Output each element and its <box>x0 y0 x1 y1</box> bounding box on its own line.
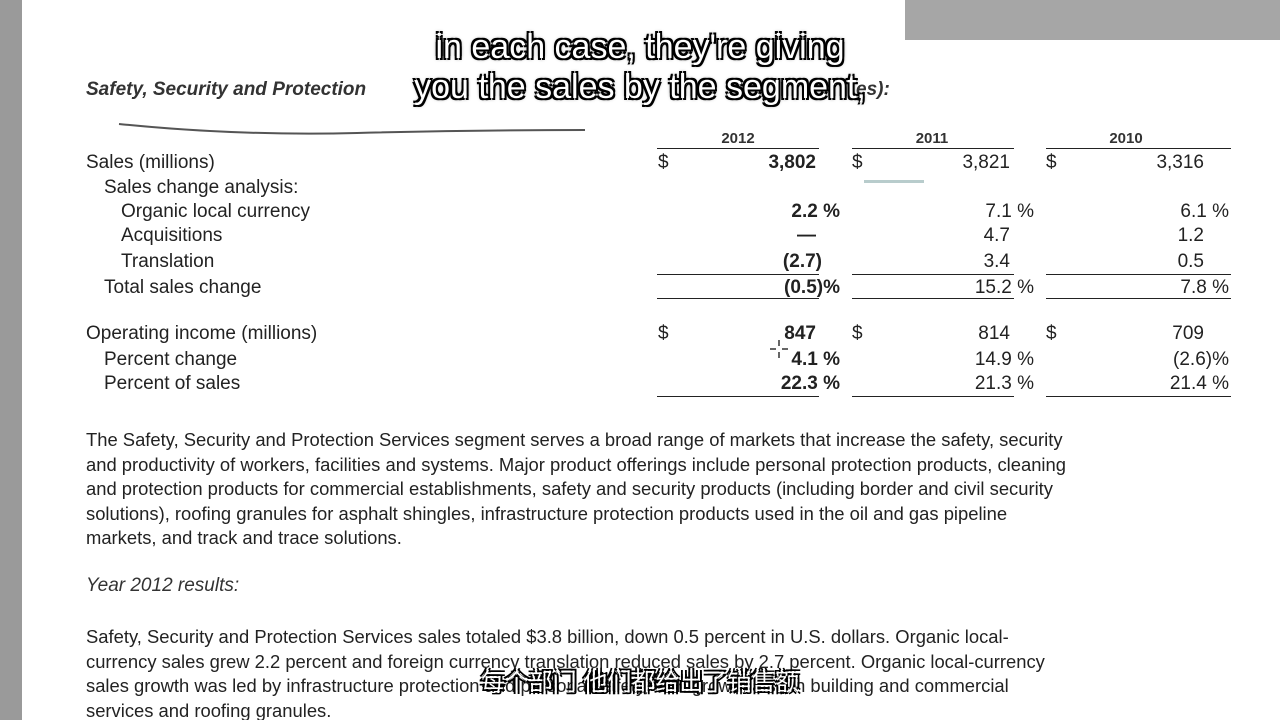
year-rule-2012 <box>657 148 819 149</box>
results-line: currency sales grew 2.2 percent and fore… <box>86 650 1045 672</box>
year-header-2010: 2010 <box>1109 130 1143 147</box>
total-rule <box>657 298 819 299</box>
description-line: and protection products for commercial e… <box>86 478 1053 499</box>
cell-pctchg-2012: 4.1 % <box>791 349 840 370</box>
dollar-sign: $ <box>852 152 863 173</box>
subtitle-chinese: 每个部门 他们都给出了销售额 <box>480 669 800 696</box>
results-line: services and roofing granules. <box>86 699 332 720</box>
description-line: solutions), roofing granules for asphalt… <box>86 502 1008 524</box>
year-rule-2010 <box>1046 148 1231 149</box>
bottom-rule <box>1046 396 1231 397</box>
cell-acquisitions-2012: — <box>797 225 816 246</box>
cell-sales-2012: 3,802 <box>768 152 816 173</box>
cell-organic-2011: 7.1 % <box>985 201 1034 222</box>
cell-translation-2011: 3.4 <box>983 251 1010 272</box>
row-label-sales-change-analysis: Sales change analysis: <box>104 177 299 198</box>
dollar-sign: $ <box>852 323 863 344</box>
dollar-sign: $ <box>658 152 669 173</box>
cell-acquisitions-2011: 4.7 <box>983 225 1010 246</box>
cell-organic-2010: 6.1 % <box>1180 201 1229 222</box>
crosshair-cursor-icon <box>770 340 788 358</box>
cell-total-change-2011: 15.2 % <box>974 277 1034 298</box>
cell-opinc-2012: 847 <box>784 323 816 344</box>
year-rule-2011 <box>852 148 1014 149</box>
row-label-percent-change: Percent change <box>104 349 238 370</box>
results-heading: Year 2012 results: <box>86 575 240 596</box>
cell-pctsales-2011: 21.3 % <box>974 373 1034 394</box>
row-label-total-sales-change: Total sales change <box>104 277 262 298</box>
cell-pctchg-2010: (2.6)% <box>1173 349 1229 370</box>
subtotal-rule <box>852 274 1014 275</box>
cell-pctchg-2011: 14.9 % <box>974 349 1034 370</box>
cell-pctsales-2010: 21.4 % <box>1169 373 1229 394</box>
cell-acquisitions-2010: 1.2 <box>1177 225 1204 246</box>
description-line: and productivity of workers, facilities … <box>86 453 1066 475</box>
row-label-acquisitions: Acquisitions <box>121 225 223 246</box>
results-line: sales growth was led by infrastructure p… <box>86 675 1009 696</box>
year-header-2012: 2012 <box>721 130 755 147</box>
section-title: Safety, Security and Protection es): <box>86 79 890 101</box>
cell-total-change-2010: 7.8 % <box>1180 277 1229 298</box>
window-top-bar <box>905 0 1280 40</box>
row-label-percent-of-sales: Percent of sales <box>104 373 241 394</box>
bottom-rule <box>852 396 1014 397</box>
cell-translation-2010: 0.5 <box>1177 251 1204 272</box>
results-line: Safety, Security and Protection Services… <box>86 626 1009 647</box>
subtitle-english-line2: you the sales by the segment, <box>414 68 866 106</box>
dollar-sign: $ <box>1046 152 1057 173</box>
row-label-organic: Organic local currency <box>121 201 311 222</box>
document-page: Safety, Security and Protection es): 201… <box>22 0 1280 720</box>
pen-mark <box>864 180 924 183</box>
section-title-text: Safety, Security and Protection <box>86 79 367 100</box>
total-rule <box>852 298 1014 299</box>
dollar-sign: $ <box>658 323 669 344</box>
description-line: The Safety, Security and Protection Serv… <box>86 429 1063 450</box>
cell-organic-2012: 2.2 % <box>791 201 840 222</box>
total-rule <box>1046 298 1231 299</box>
cell-opinc-2010: 709 <box>1172 323 1204 344</box>
section-title-tail: es): <box>856 79 890 100</box>
segment-description: The Safety, Security and Protection Serv… <box>86 428 1236 551</box>
row-label-operating-income: Operating income (millions) <box>86 323 318 344</box>
dollar-sign: $ <box>1046 323 1057 344</box>
cell-total-change-2012: (0.5)% <box>784 277 840 298</box>
cell-sales-2010: 3,316 <box>1156 152 1204 173</box>
cell-translation-2012: (2.7) <box>782 251 822 272</box>
description-line: markets, and track and trace solutions. <box>86 527 402 548</box>
row-label-sales: Sales (millions) <box>86 152 215 173</box>
cell-sales-2011: 3,821 <box>962 152 1010 173</box>
subtotal-rule <box>657 274 819 275</box>
subtitle-english-line1: in each case, they're giving <box>435 28 845 66</box>
subtotal-rule <box>1046 274 1231 275</box>
row-label-translation: Translation <box>121 251 215 272</box>
cell-opinc-2011: 814 <box>978 323 1010 344</box>
bottom-rule <box>657 396 819 397</box>
year-header-2011: 2011 <box>915 130 949 147</box>
results-paragraph: Safety, Security and Protection Services… <box>86 625 1236 720</box>
pen-underline-mark <box>118 123 586 135</box>
cell-pctsales-2012: 22.3 % <box>780 373 840 394</box>
